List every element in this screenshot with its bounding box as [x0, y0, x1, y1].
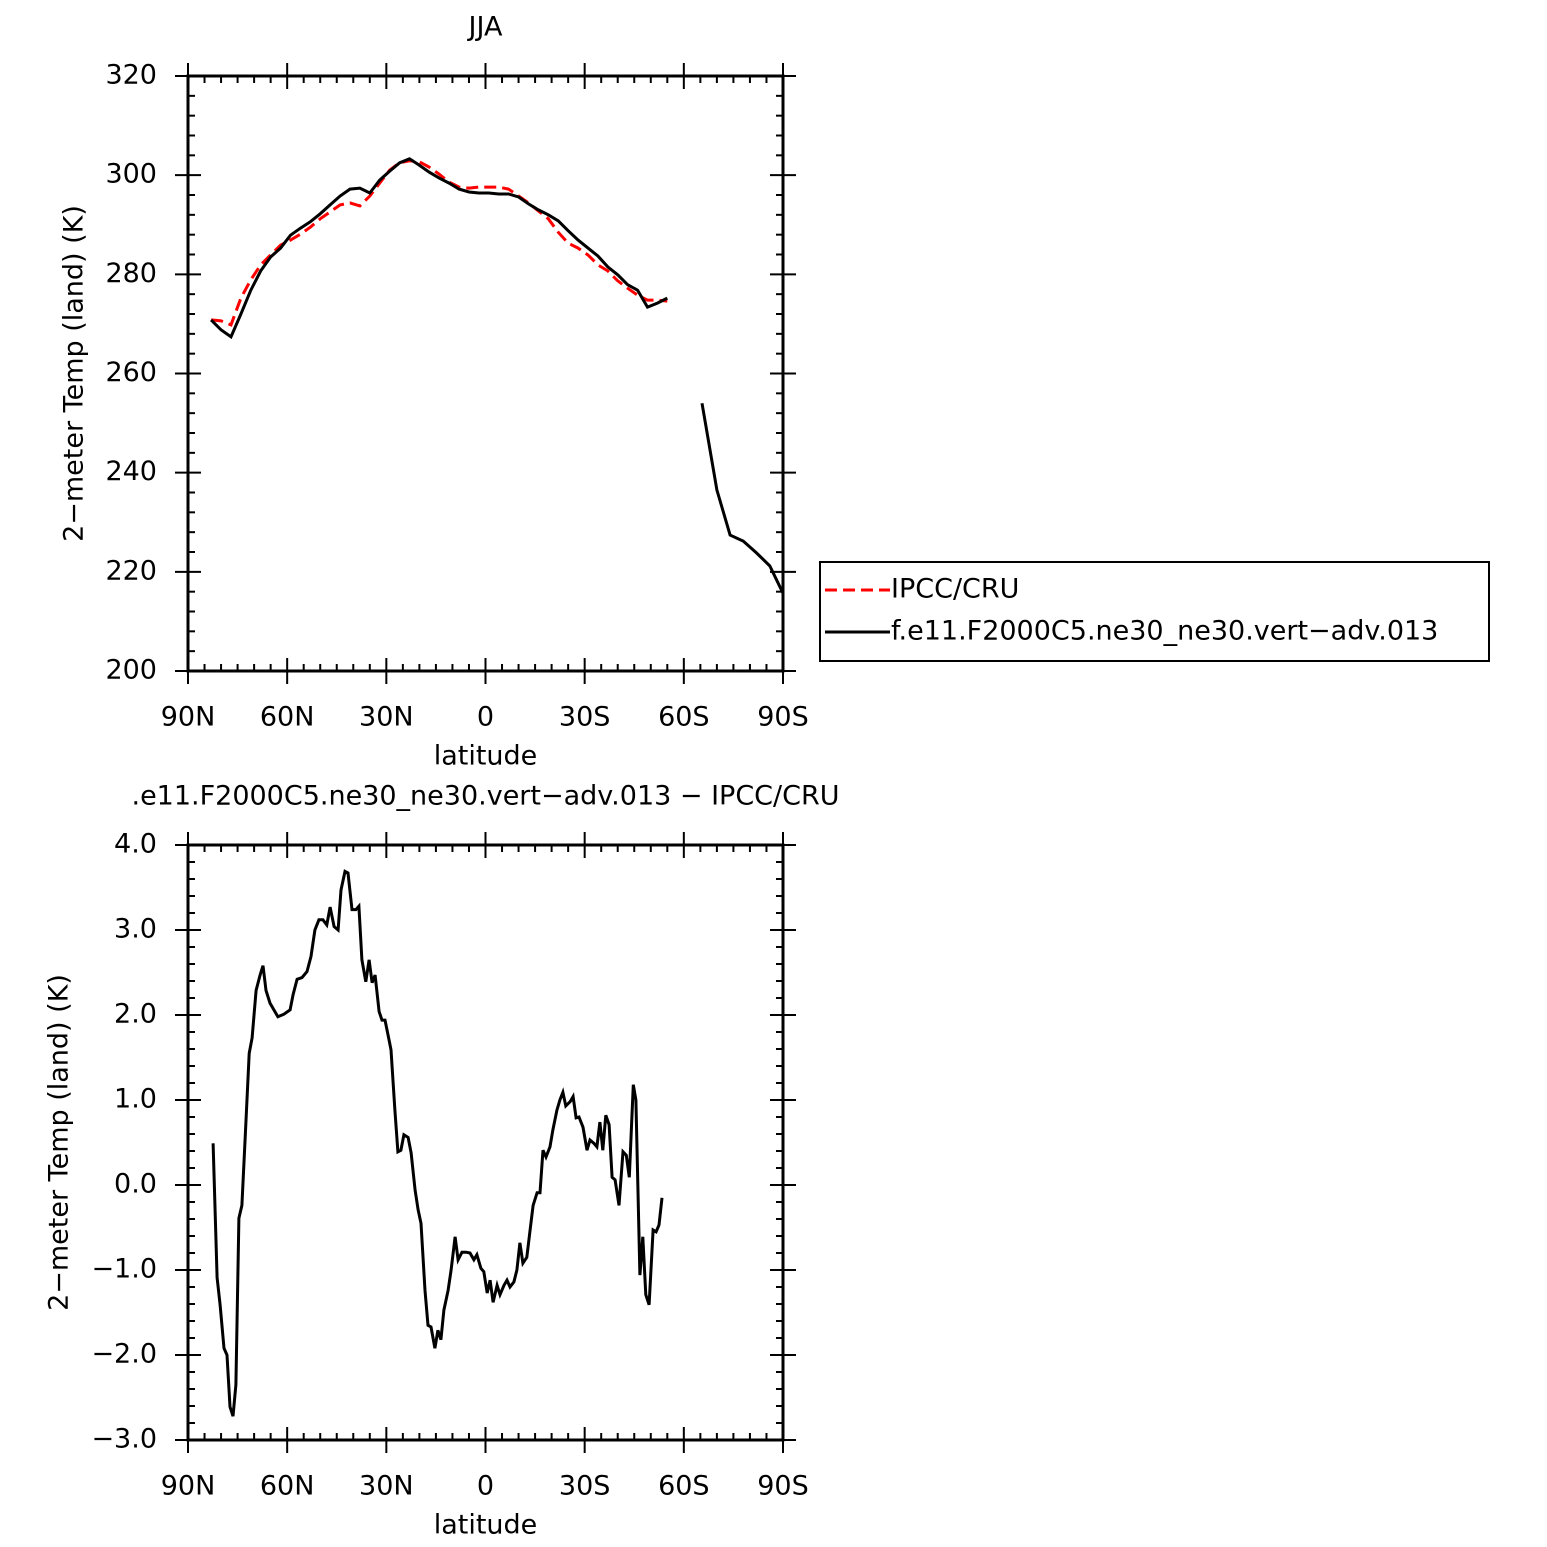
y-axis-label: 2−meter Temp (land) (K): [59, 205, 90, 542]
y-tick-label: 300: [105, 159, 157, 190]
y-tick-label: 240: [105, 456, 157, 487]
x-tick-label: 90N: [161, 1471, 216, 1502]
y-tick-label: 1.0: [114, 1084, 157, 1115]
y-axis-label: 2−meter Temp (land) (K): [44, 974, 75, 1311]
x-tick-label: 90S: [757, 702, 809, 733]
x-tick-label: 0: [477, 1471, 494, 1502]
y-tick-label: 320: [105, 60, 157, 91]
y-tick-label: 4.0: [114, 829, 157, 860]
data-line: [211, 869, 664, 1417]
x-tick-label: 30N: [359, 702, 414, 733]
y-tick-label: 2.0: [114, 999, 157, 1030]
y-tick-label: 3.0: [114, 914, 157, 945]
legend-label: f.e11.F2000C5.ne30_ne30.vert−adv.013: [891, 616, 1438, 647]
y-tick-label: 260: [105, 357, 157, 388]
x-axis-label: latitude: [434, 741, 538, 772]
x-tick-label: 60S: [658, 1471, 710, 1502]
x-tick-label: 60N: [260, 1471, 315, 1502]
x-tick-label: 30N: [359, 1471, 414, 1502]
legend-label: IPCC/CRU: [891, 574, 1019, 605]
data-line: [210, 159, 668, 327]
legend-box: [819, 561, 1490, 662]
chart-title: .e11.F2000C5.ne30_ne30.vert−adv.013 − IP…: [131, 781, 839, 812]
x-tick-label: 60N: [260, 702, 315, 733]
y-tick-label: 0.0: [114, 1169, 157, 1200]
y-tick-label: 200: [105, 655, 157, 686]
x-tick-label: 30S: [559, 1471, 611, 1502]
y-tick-label: 220: [105, 555, 157, 586]
x-tick-label: 60S: [658, 702, 710, 733]
x-tick-label: 0: [477, 702, 494, 733]
x-tick-label: 30S: [559, 702, 611, 733]
data-line: [210, 157, 785, 594]
x-tick-label: 90N: [161, 702, 216, 733]
plot-frame: [186, 74, 785, 673]
plot-frame: [186, 843, 785, 1442]
x-axis-label: latitude: [434, 1510, 538, 1541]
chart-title: JJA: [467, 12, 503, 43]
y-tick-label: −3.0: [91, 1424, 157, 1455]
y-tick-label: 280: [105, 258, 157, 289]
y-tick-label: −2.0: [91, 1339, 157, 1370]
y-tick-label: −1.0: [91, 1254, 157, 1285]
x-tick-label: 90S: [757, 1471, 809, 1502]
